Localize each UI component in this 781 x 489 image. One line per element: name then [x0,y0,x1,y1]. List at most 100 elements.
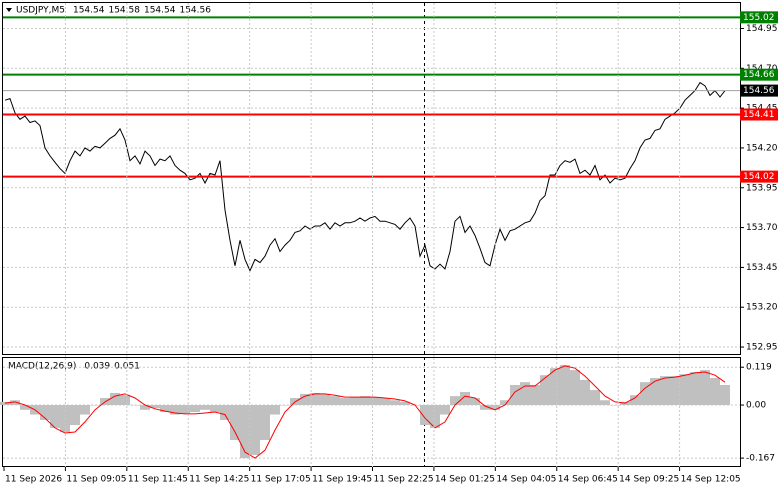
current-price-label: 154.56 [743,86,775,96]
y-tick-label: 153.95 [746,183,778,193]
ohlc-value: 154.58 [108,6,140,16]
histogram-bar [420,405,430,426]
histogram-bar [680,374,690,406]
x-tick-label: 11 Sep 17:05 [251,475,311,485]
histogram-bar [160,405,170,413]
histogram-bar [660,376,670,406]
histogram-bar [140,405,150,410]
histogram-bar [180,405,190,414]
signal-line [4,365,726,459]
histogram-bar [540,375,550,406]
histogram-bar [120,395,130,406]
y-tick-label: 0.00 [746,401,766,411]
histogram-bar [340,398,350,406]
histogram-bar [110,392,120,406]
level-box [740,108,778,121]
histogram-bar [430,405,440,428]
histogram-bar [480,405,490,410]
y-tick-label: -0.167 [746,454,775,464]
histogram-bar [90,405,100,406]
x-tick-label: 14 Sep 01:25 [435,475,495,485]
histogram-bar [200,405,210,410]
histogram-bar [190,405,200,413]
histogram-bar [630,395,640,406]
histogram-bar [70,405,80,426]
x-tick-label: 14 Sep 09:25 [619,475,679,485]
histogram-bar [610,405,620,406]
level-label: 154.02 [743,172,775,182]
histogram-bar [230,405,240,440]
histogram-bar [520,382,530,406]
histogram-bar [170,405,180,415]
symbol-title: USDJPY,M5 [16,6,65,16]
histogram-bar [210,405,220,413]
x-tick-label: 11 Sep 11:45 [128,475,188,485]
histogram-bar [470,398,480,406]
histogram-bar [510,385,520,406]
level-box [740,68,778,81]
histogram-bar [710,378,720,406]
histogram-bar [550,368,560,406]
histogram-bar [80,405,90,415]
histogram-bar [570,370,580,406]
histogram-bar [650,378,660,406]
ohlc-value: 154.56 [179,6,211,16]
y-tick-label: 154.20 [746,143,778,153]
ohlc-value: 154.54 [144,6,176,16]
histogram-bar [350,397,360,406]
histogram-bar [400,401,410,406]
histogram-bar [220,405,230,420]
y-tick-label: 153.70 [746,223,778,233]
histogram-bar [500,400,510,406]
histogram-bar [390,400,400,406]
macd-value: 0.039 [84,362,110,372]
y-tick-label: 153.45 [746,263,778,273]
level-box [740,170,778,183]
x-tick-label: 14 Sep 06:45 [558,475,618,485]
histogram-bar [450,396,460,406]
histogram-bar [640,382,650,406]
y-tick-label: 152.95 [746,343,778,353]
histogram-bar [10,400,20,406]
x-tick-label: 14 Sep 04:05 [496,475,556,485]
histogram-bar [320,393,330,406]
histogram-bar [590,390,600,406]
histogram-bar [240,405,250,459]
x-tick-label: 11 Sep 22:25 [374,475,434,485]
histogram-bar [150,405,160,409]
histogram-bar [720,385,730,406]
current-price-box [740,84,778,97]
histogram-bar [40,405,50,420]
y-tick-label: 0.119 [746,363,772,373]
histogram-bar [270,405,280,415]
histogram-bar [700,370,710,406]
histogram-bar [440,405,450,415]
histogram-bar [260,405,270,440]
histogram-bar [280,405,290,406]
macd-pane [2,357,741,467]
histogram-bar [130,405,140,406]
y-tick-label: 154.95 [746,24,778,34]
x-tick-label: 11 Sep 14:25 [189,475,249,485]
level-label: 154.41 [743,110,775,120]
x-tick-label: 11 Sep 19:45 [312,475,372,485]
macd-title: MACD(12,26,9) [8,362,76,372]
histogram-bar [310,392,320,406]
histogram-bar [380,398,390,406]
histogram-bar [580,379,590,406]
level-label: 154.66 [743,70,775,80]
histogram-bar [0,401,10,406]
level-box [740,11,778,24]
histogram-bar [460,392,470,406]
histogram-bar [250,405,260,455]
level-label: 155.02 [743,13,775,23]
histogram-bar [20,405,30,410]
histogram-bar [670,376,680,406]
histogram-bar [530,385,540,406]
histogram-bar [360,396,370,406]
histogram-bar [560,364,570,406]
histogram-bar [600,400,610,406]
histogram-bar [300,393,310,406]
